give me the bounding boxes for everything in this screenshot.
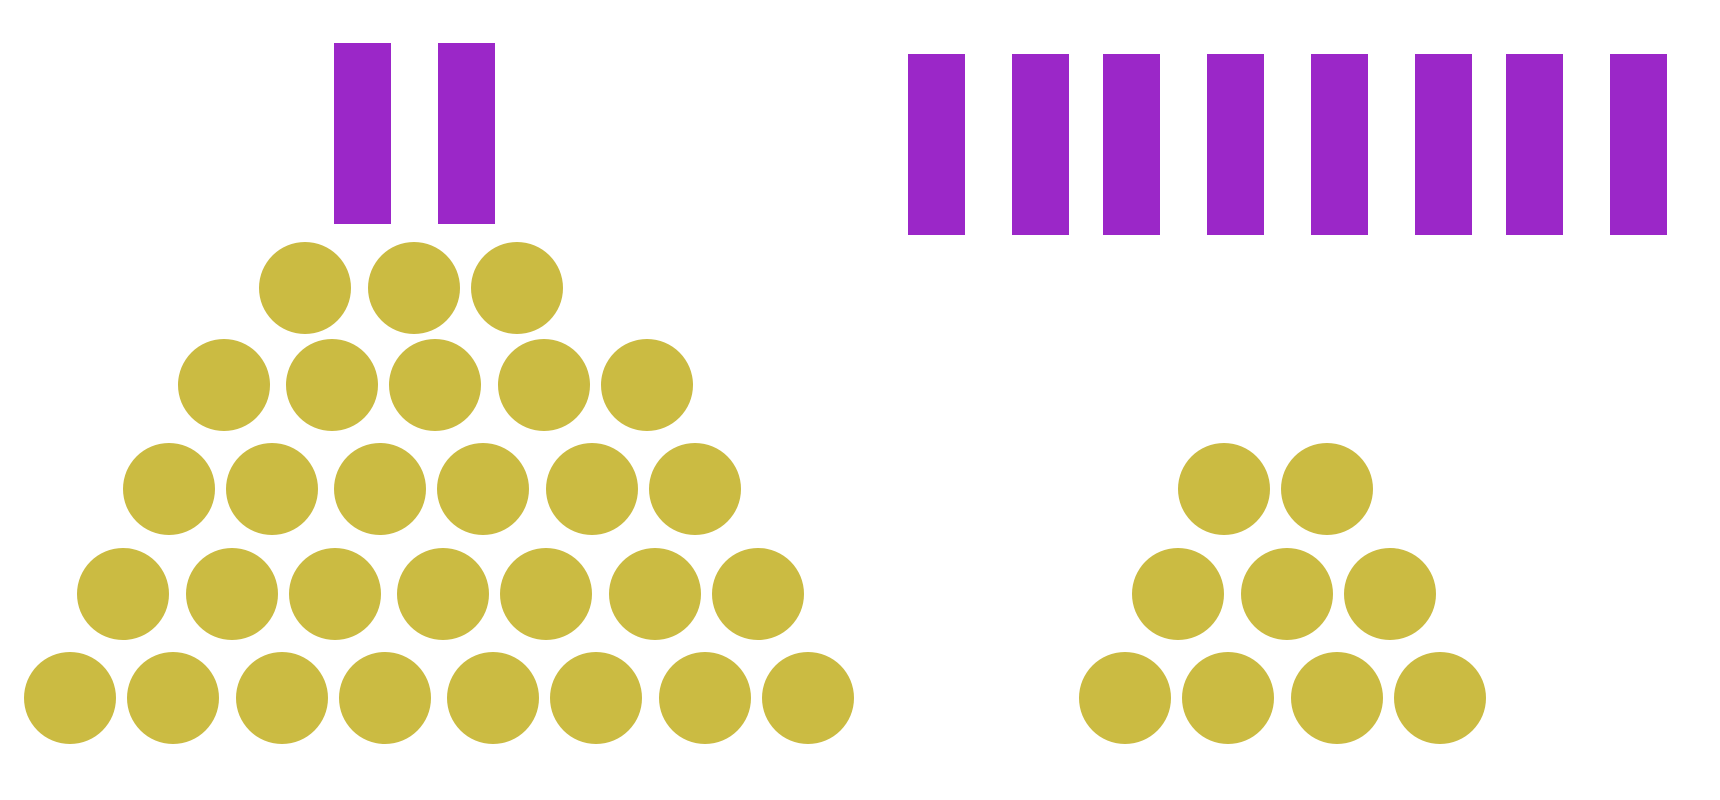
left-dot — [500, 548, 592, 640]
right-bar — [908, 54, 965, 235]
right-dot — [1344, 548, 1436, 640]
left-dot — [397, 548, 489, 640]
left-dot — [601, 339, 693, 431]
left-dot — [498, 339, 590, 431]
right-dot — [1079, 652, 1171, 744]
left-dot — [550, 652, 642, 744]
left-dot — [712, 548, 804, 640]
left-dots — [24, 242, 854, 744]
left-dot — [286, 339, 378, 431]
left-group — [24, 43, 854, 744]
left-dot — [368, 242, 460, 334]
left-dot — [334, 443, 426, 535]
left-dot — [77, 548, 169, 640]
right-bar — [1311, 54, 1368, 235]
right-dot — [1182, 652, 1274, 744]
left-dot — [24, 652, 116, 744]
left-dot — [762, 652, 854, 744]
right-bar — [1506, 54, 1563, 235]
left-dot — [649, 443, 741, 535]
right-dot — [1178, 443, 1270, 535]
left-dot — [236, 652, 328, 744]
left-dot — [339, 652, 431, 744]
right-group — [908, 54, 1667, 744]
left-dot — [471, 242, 563, 334]
right-dot — [1241, 548, 1333, 640]
left-dot — [178, 339, 270, 431]
left-dot — [127, 652, 219, 744]
left-bars — [334, 43, 495, 224]
left-dot — [546, 443, 638, 535]
left-dot — [289, 548, 381, 640]
right-bar — [1103, 54, 1160, 235]
left-dot — [259, 242, 351, 334]
left-dot — [659, 652, 751, 744]
right-bars — [908, 54, 1667, 235]
right-dot — [1281, 443, 1373, 535]
right-bar — [1610, 54, 1667, 235]
right-dot — [1291, 652, 1383, 744]
left-bar — [334, 43, 391, 224]
right-dots — [1079, 443, 1486, 744]
right-bar — [1415, 54, 1472, 235]
right-dot — [1132, 548, 1224, 640]
right-bar — [1012, 54, 1069, 235]
right-dot — [1394, 652, 1486, 744]
left-dot — [123, 443, 215, 535]
left-dot — [226, 443, 318, 535]
left-dot — [389, 339, 481, 431]
left-dot — [447, 652, 539, 744]
left-dot — [186, 548, 278, 640]
left-dot — [437, 443, 529, 535]
left-dot — [609, 548, 701, 640]
right-bar — [1207, 54, 1264, 235]
left-bar — [438, 43, 495, 224]
